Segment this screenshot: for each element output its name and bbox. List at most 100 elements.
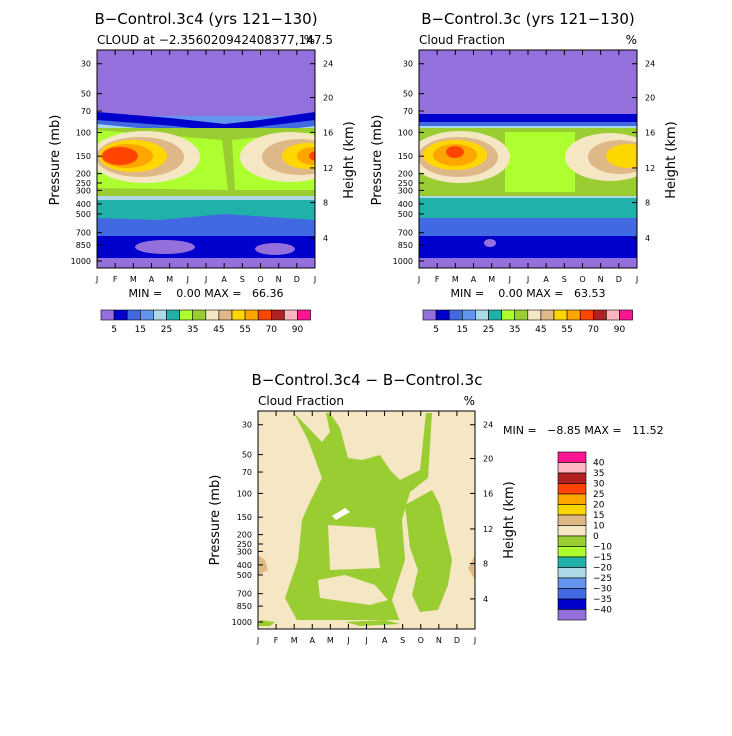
legend-swatch	[231, 309, 246, 321]
legend-label: 30	[593, 480, 605, 490]
legend-label: 15	[593, 511, 604, 521]
y-tick-label: 300	[237, 547, 252, 556]
legend-label: 35	[187, 325, 198, 335]
y-right-tick-label: 12	[645, 164, 655, 173]
legend-label: 55	[239, 325, 250, 335]
panel-2-ylabel: Pressure (mb)	[370, 115, 385, 206]
legend-swatch	[566, 309, 581, 321]
y-right-tick-label: 8	[323, 199, 328, 208]
y-tick-label: 500	[237, 571, 252, 580]
x-tick-label: M	[327, 636, 334, 645]
legend-label: 25	[483, 325, 494, 335]
x-tick-label: A	[543, 275, 549, 284]
panel-3-title: B−Control.3c4 − B−Control.3c	[252, 371, 483, 389]
panel-2-contours	[419, 50, 637, 268]
y-tick-label: 30	[81, 60, 91, 69]
legend-swatch	[270, 309, 285, 321]
legend-swatch	[218, 309, 233, 321]
x-tick-label: J	[364, 636, 367, 645]
x-tick-label: J	[346, 636, 349, 645]
x-tick-label: J	[508, 275, 511, 284]
legend-swatch	[192, 309, 207, 321]
panel-3-contours	[258, 411, 475, 629]
y-tick-label: 400	[76, 200, 91, 209]
panel-1-legend: 5 15 25 35 45 55 70 90	[100, 309, 311, 335]
legend-swatch	[553, 309, 568, 321]
panel-1-ylabel: Pressure (mb)	[48, 115, 63, 206]
legend-swatch	[179, 309, 194, 321]
legend-label: 5	[111, 325, 117, 335]
y-tick-label: 250	[237, 540, 252, 549]
legend-swatch	[297, 309, 311, 321]
y-tick-label: 700	[76, 229, 91, 238]
panel-2-ylabel-right: Height (km)	[664, 121, 679, 198]
legend-swatch	[461, 309, 476, 321]
legend-swatch	[557, 609, 587, 621]
y-tick-label: 400	[398, 200, 413, 209]
x-tick-label: M	[130, 275, 137, 284]
y-tick-label: 250	[398, 179, 413, 188]
y-tick-label: 200	[237, 531, 252, 540]
x-tick-label: F	[435, 275, 440, 284]
legend-swatch	[557, 472, 587, 484]
legend-swatch	[475, 309, 489, 321]
y-right-tick-label: 12	[483, 525, 493, 534]
x-tick-label: A	[310, 636, 316, 645]
y-right-tick-label: 20	[323, 94, 333, 103]
y-tick-label: 50	[403, 90, 413, 99]
panel-3-minmax: MIN = −8.85 MAX = 11.52	[503, 424, 664, 437]
panel-1-units: %	[304, 33, 315, 47]
legend-label: −15	[593, 553, 612, 563]
y-tick-label: 30	[403, 60, 413, 69]
legend-swatch	[527, 309, 542, 321]
legend-label: 90	[292, 325, 304, 335]
panel-2: B−Control.3c (yrs 121−130) Cloud Fractio…	[370, 10, 679, 335]
y-tick-label: 1000	[232, 618, 252, 627]
legend-swatch	[205, 309, 220, 321]
legend-label: 45	[535, 325, 546, 335]
panel-1-minmax: MIN = 0.00 MAX = 66.36	[129, 287, 284, 300]
y-right-tick-label: 4	[645, 234, 650, 243]
x-tick-label: M	[452, 275, 459, 284]
panel-1-contours	[97, 50, 315, 268]
panel-2-legend: 5 15 25 35 45 55 70 90	[422, 309, 633, 335]
x-tick-label: N	[436, 636, 442, 645]
y-tick-label: 70	[403, 107, 413, 116]
legend-swatch	[422, 309, 437, 321]
x-tick-label: J	[473, 636, 476, 645]
y-tick-label: 100	[76, 128, 91, 137]
legend-label: 25	[593, 490, 604, 500]
legend-label: −20	[593, 564, 612, 574]
legend-label: 25	[161, 325, 172, 335]
legend-swatch	[448, 309, 463, 321]
panel-3-units: %	[464, 394, 475, 408]
x-tick-label: D	[454, 636, 460, 645]
x-tick-label: A	[149, 275, 155, 284]
legend-swatch	[488, 309, 502, 321]
legend-label: 40	[593, 459, 605, 469]
legend-swatch	[126, 309, 141, 321]
x-tick-label: S	[562, 275, 567, 284]
y-tick-label: 70	[81, 107, 91, 116]
y-right-tick-label: 20	[483, 455, 493, 464]
legend-swatch	[113, 309, 128, 321]
y-tick-label: 30	[242, 421, 252, 430]
legend-swatch	[557, 483, 587, 495]
legend-swatch	[557, 493, 587, 505]
y-tick-label: 700	[237, 590, 252, 599]
x-tick-label: F	[113, 275, 118, 284]
x-tick-label: S	[240, 275, 245, 284]
x-tick-label: D	[616, 275, 622, 284]
panel-1-title: B−Control.3c4 (yrs 121−130)	[94, 10, 317, 28]
x-tick-label: M	[488, 275, 495, 284]
y-right-tick-label: 20	[645, 94, 655, 103]
legend-label: −35	[593, 595, 612, 605]
x-tick-label: N	[598, 275, 604, 284]
y-right-tick-label: 24	[645, 60, 655, 69]
x-tick-label: N	[276, 275, 282, 284]
x-tick-label: J	[635, 275, 638, 284]
y-right-tick-label: 24	[323, 60, 333, 69]
legend-swatch	[557, 556, 587, 568]
y-tick-label: 150	[398, 152, 413, 161]
x-tick-label: A	[471, 275, 477, 284]
